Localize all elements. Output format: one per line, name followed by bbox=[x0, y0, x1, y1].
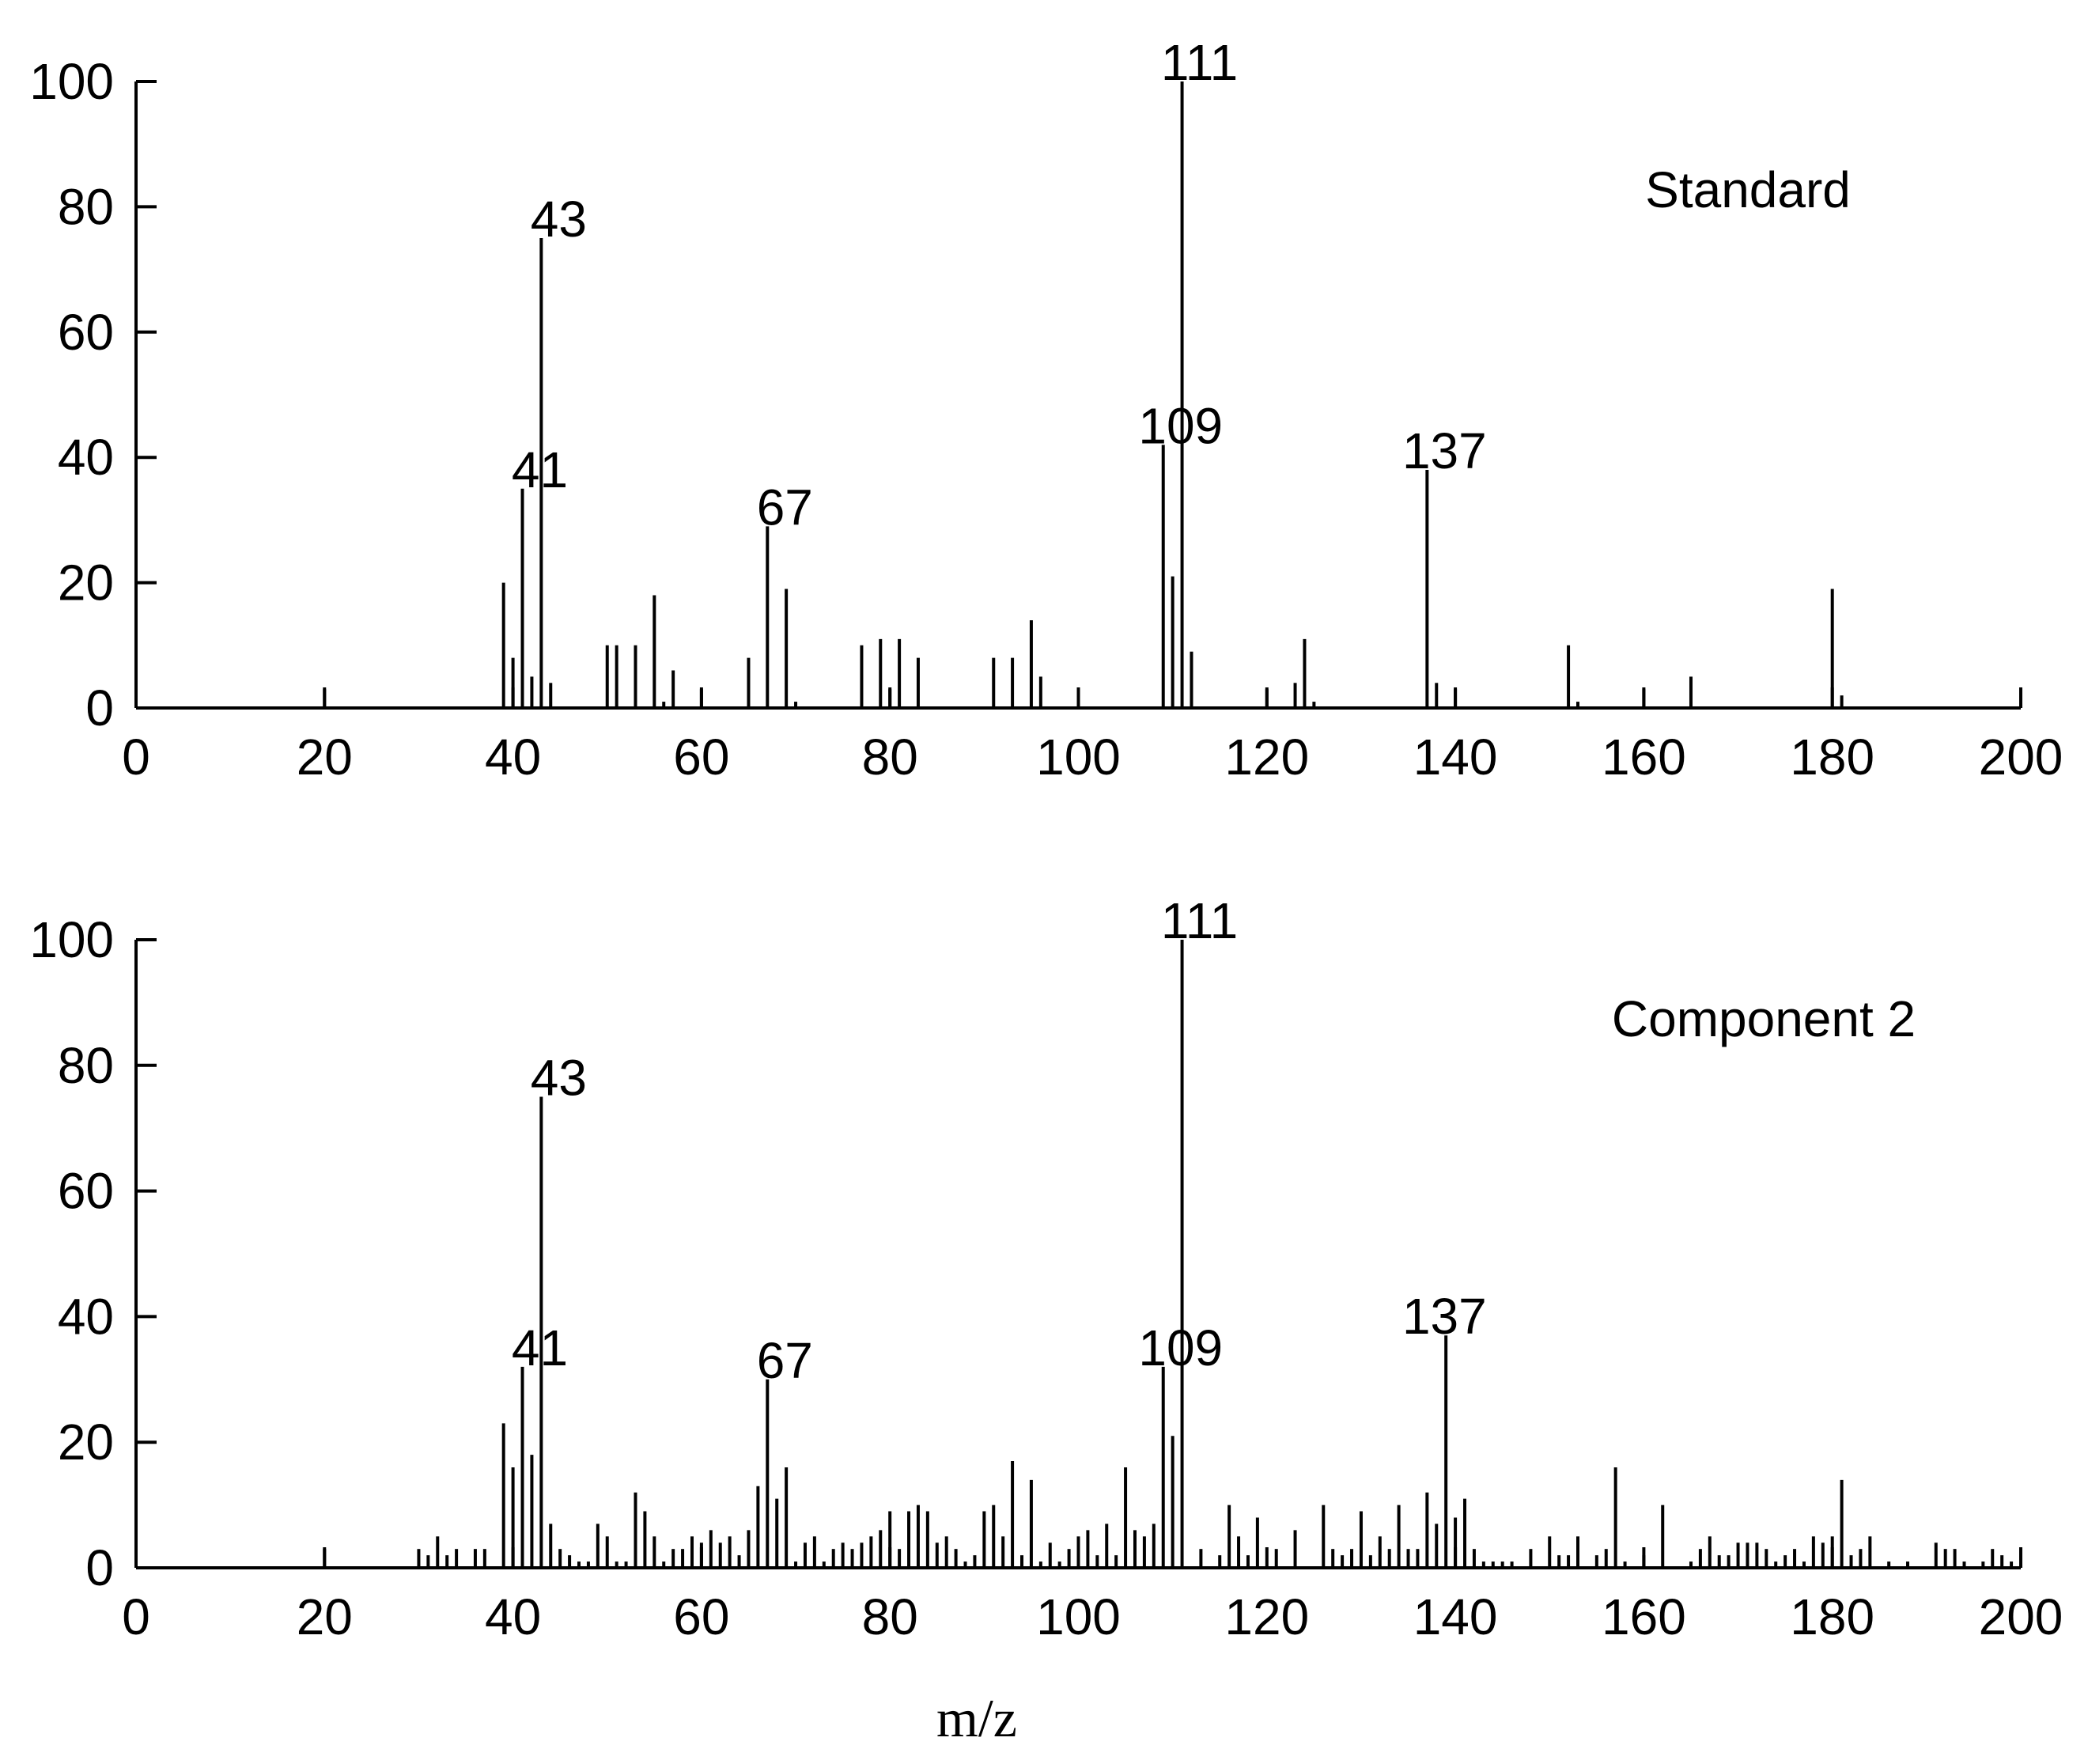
x-tick-label: 40 bbox=[485, 729, 541, 785]
peak-label: 111 bbox=[1161, 892, 1238, 949]
y-tick-label: 100 bbox=[29, 53, 114, 110]
peak-label: 137 bbox=[1402, 422, 1487, 479]
peak-label: 43 bbox=[531, 191, 587, 248]
y-tick-label: 20 bbox=[58, 1414, 114, 1471]
y-tick-label: 40 bbox=[58, 1288, 114, 1345]
y-tick-label: 0 bbox=[85, 1539, 114, 1596]
x-tick-label: 140 bbox=[1413, 1588, 1498, 1645]
x-tick-label: 160 bbox=[1602, 1588, 1686, 1645]
peak-label: 67 bbox=[757, 479, 813, 536]
y-tick-label: 0 bbox=[85, 679, 114, 736]
peak-label: 109 bbox=[1138, 1319, 1223, 1376]
y-tick-label: 20 bbox=[58, 555, 114, 611]
x-tick-label: 100 bbox=[1036, 1588, 1121, 1645]
peak-label: 41 bbox=[512, 1319, 568, 1376]
x-tick-label: 80 bbox=[862, 729, 918, 785]
peak-label: 137 bbox=[1402, 1288, 1487, 1345]
panel-component-2: 0 20 40 60 80 100 0 20 40 60 80 100 120 140 160 180 200 4… bbox=[29, 892, 2063, 1645]
peak-label: 67 bbox=[757, 1332, 813, 1389]
x-tick-label: 120 bbox=[1224, 1588, 1309, 1645]
panel-label: Standard bbox=[1645, 161, 1851, 218]
peak-label: 111 bbox=[1161, 34, 1238, 91]
y-tick-label: 100 bbox=[29, 911, 114, 968]
x-tick-label: 0 bbox=[122, 1588, 150, 1645]
peak-label: 43 bbox=[531, 1050, 587, 1107]
x-tick-label: 180 bbox=[1790, 1588, 1874, 1645]
panel-label: Component 2 bbox=[1612, 990, 1916, 1047]
x-tick-label: 140 bbox=[1413, 729, 1498, 785]
x-tick-label: 200 bbox=[1979, 729, 2063, 785]
x-tick-label: 20 bbox=[297, 1588, 353, 1645]
panel-standard: 0 20 40 60 80 100 0 20 40 60 80 100 120 140 160 180 200 4… bbox=[29, 34, 2063, 785]
y-tick-label: 40 bbox=[58, 429, 114, 486]
y-tick-label: 80 bbox=[58, 1037, 114, 1094]
x-tick-label: 60 bbox=[673, 1588, 729, 1645]
x-tick-label: 80 bbox=[862, 1588, 918, 1645]
x-tick-label: 120 bbox=[1224, 729, 1309, 785]
x-tick-label: 160 bbox=[1602, 729, 1686, 785]
peak-label: 109 bbox=[1138, 397, 1223, 454]
x-tick-label: 200 bbox=[1979, 1588, 2063, 1645]
x-tick-label: 180 bbox=[1790, 729, 1874, 785]
x-axis-label: m/z bbox=[936, 1688, 1017, 1748]
x-tick-label: 40 bbox=[485, 1588, 541, 1645]
y-tick-label: 80 bbox=[58, 178, 114, 235]
y-tick-label: 60 bbox=[58, 1163, 114, 1220]
x-tick-label: 60 bbox=[673, 729, 729, 785]
x-tick-label: 100 bbox=[1036, 729, 1121, 785]
peak-label: 41 bbox=[512, 441, 568, 498]
y-tick-label: 60 bbox=[58, 304, 114, 361]
x-tick-label: 0 bbox=[122, 729, 150, 785]
x-tick-label: 20 bbox=[297, 729, 353, 785]
